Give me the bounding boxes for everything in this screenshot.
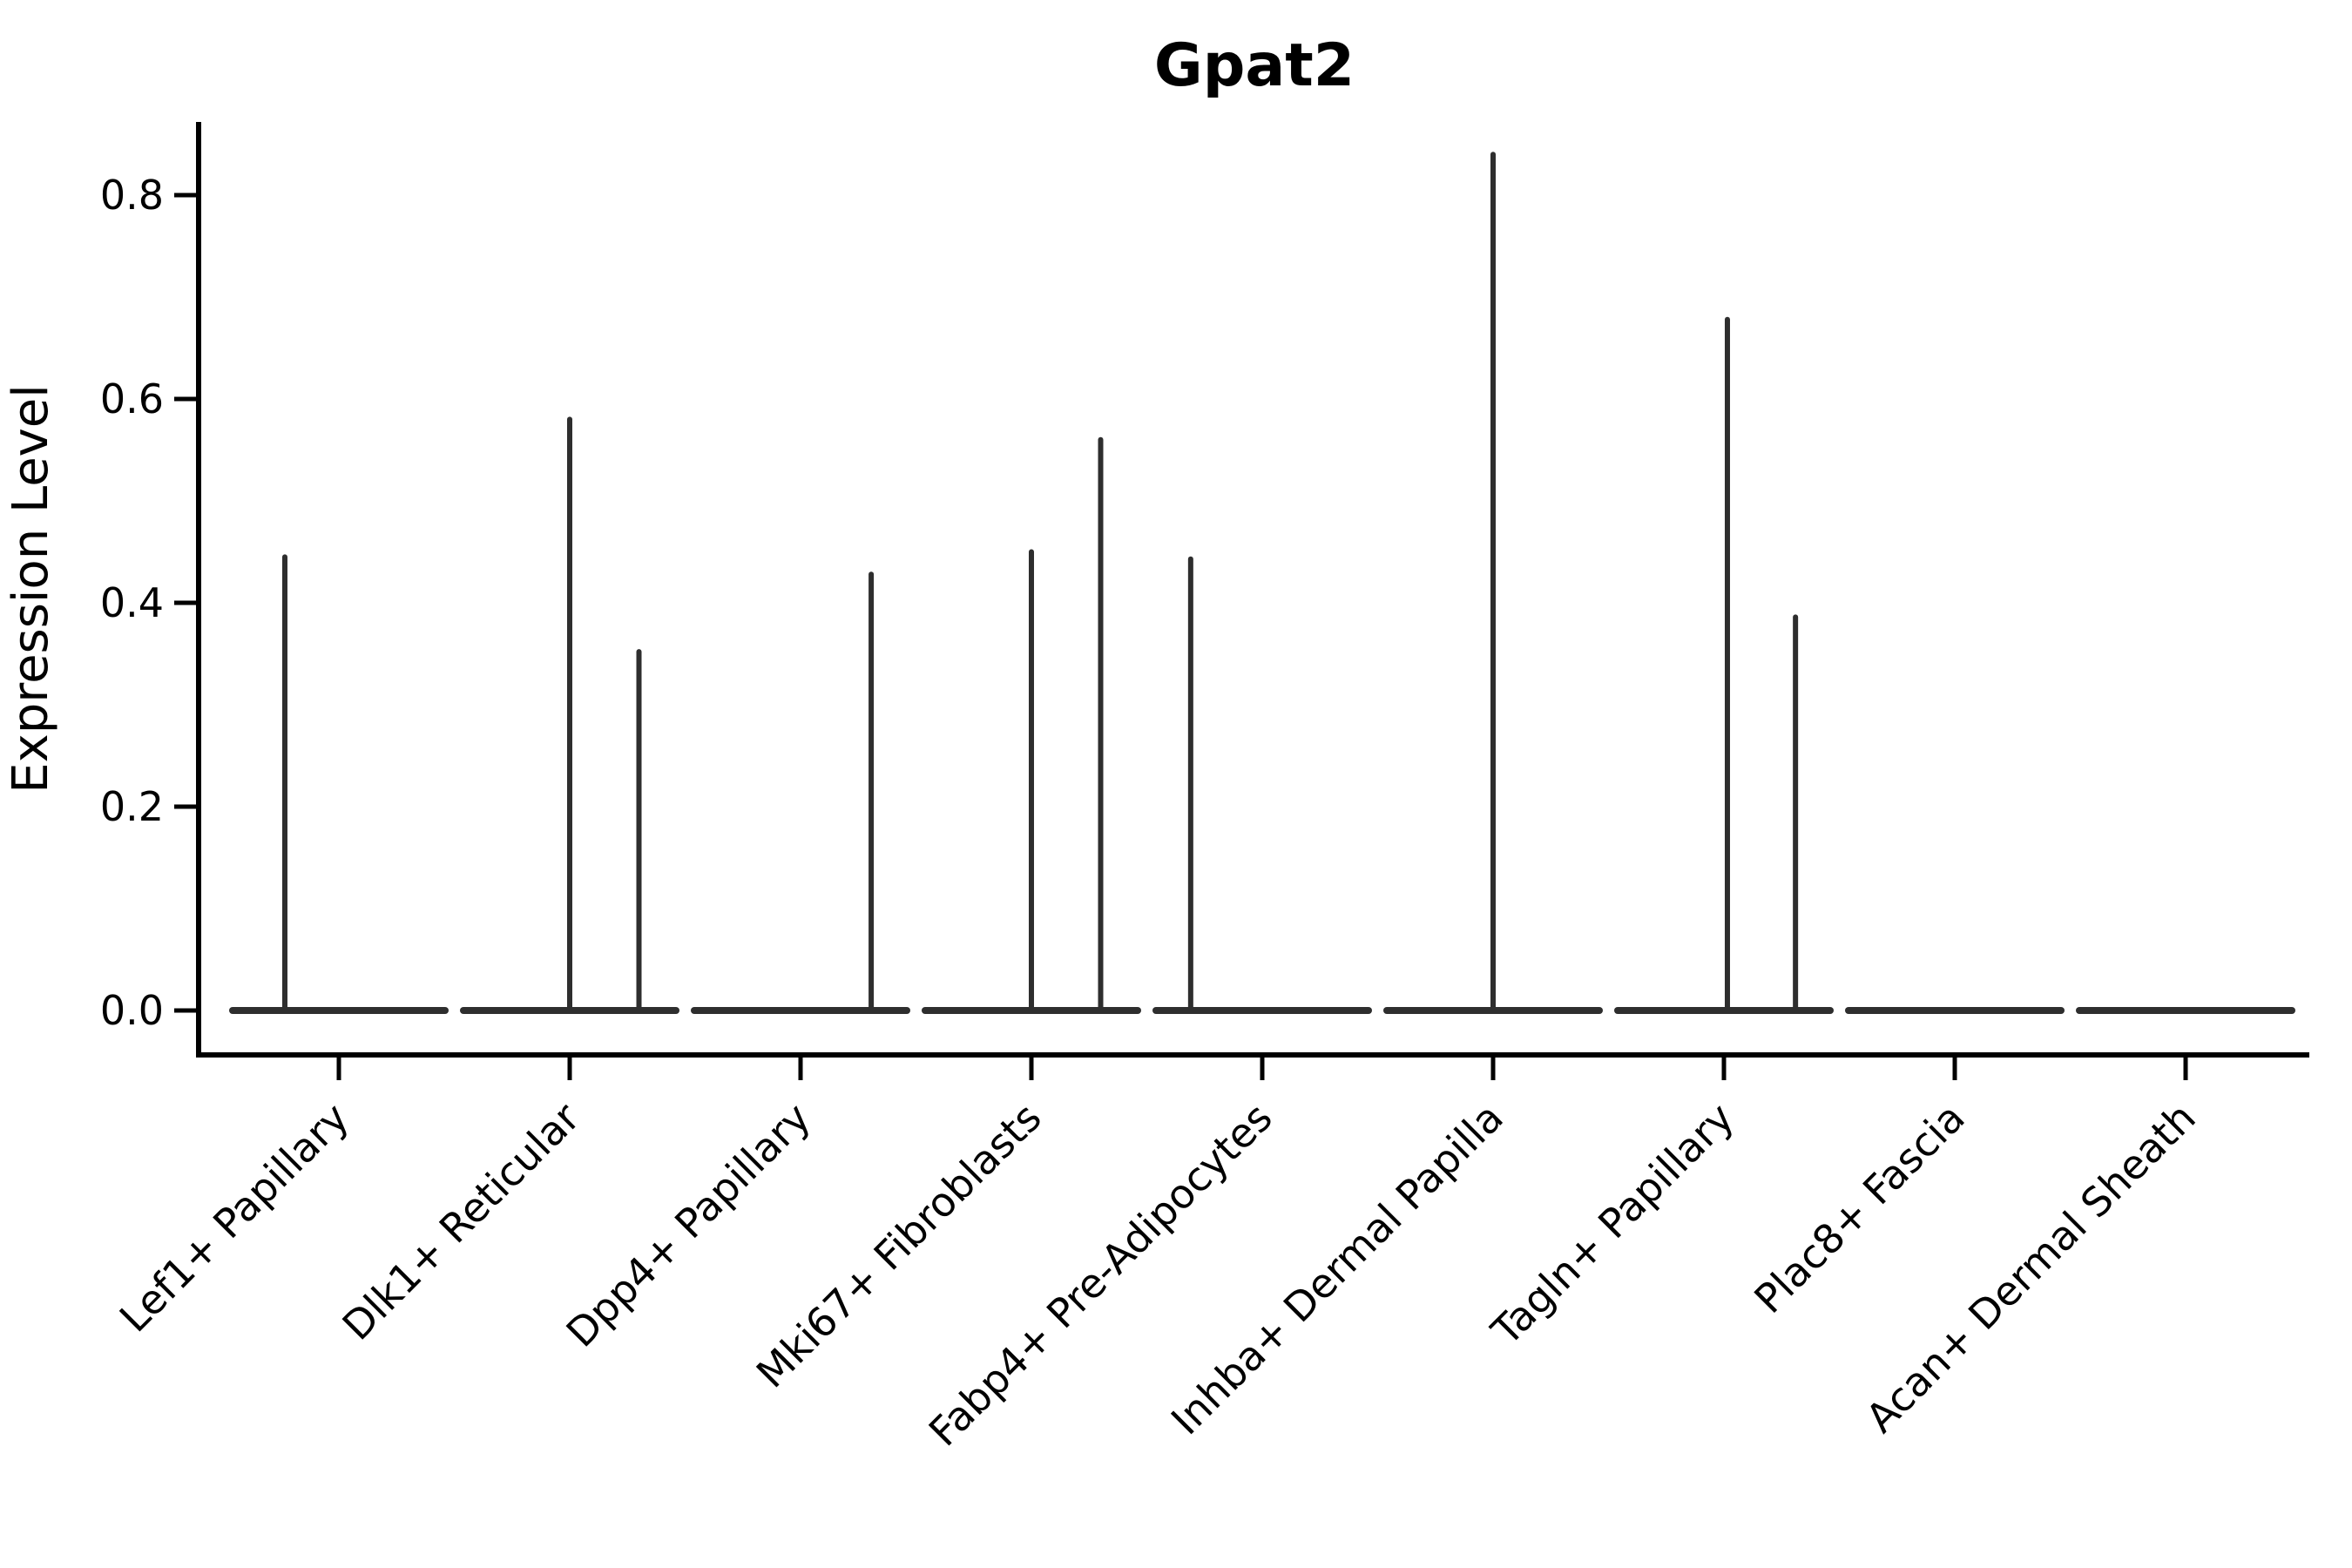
x-tick-label: Dpp4+ Papillary <box>558 1094 820 1356</box>
x-tick-label: Lef1+ Papillary <box>111 1094 358 1342</box>
y-tick-label: 0.0 <box>100 987 164 1034</box>
y-axis-label: Expression Level <box>3 384 59 794</box>
violin <box>460 416 679 1014</box>
x-tick-label: Plac8+ Fascia <box>1745 1094 1973 1322</box>
y-tick-label: 0.4 <box>100 579 164 626</box>
violin <box>1383 152 1603 1014</box>
violin <box>922 436 1141 1014</box>
violin <box>229 554 449 1014</box>
y-tick-label: 0.6 <box>100 375 164 422</box>
chart-title: Gpat2 <box>1154 31 1355 100</box>
y-tick-label: 0.2 <box>100 783 164 830</box>
violin <box>1614 316 1834 1014</box>
axes <box>196 122 2309 1058</box>
y-tick-label: 0.8 <box>100 172 164 219</box>
violin <box>1152 556 1372 1014</box>
y-axis-ticks: 0.0 0.2 0.4 0.6 0.8 <box>100 172 196 1034</box>
x-tick-label: Dlk1+ Reticular <box>334 1094 589 1349</box>
x-tick-label: Tagln+ Papillary <box>1482 1094 1743 1355</box>
violin-series <box>229 152 2295 1014</box>
violin <box>691 571 910 1014</box>
